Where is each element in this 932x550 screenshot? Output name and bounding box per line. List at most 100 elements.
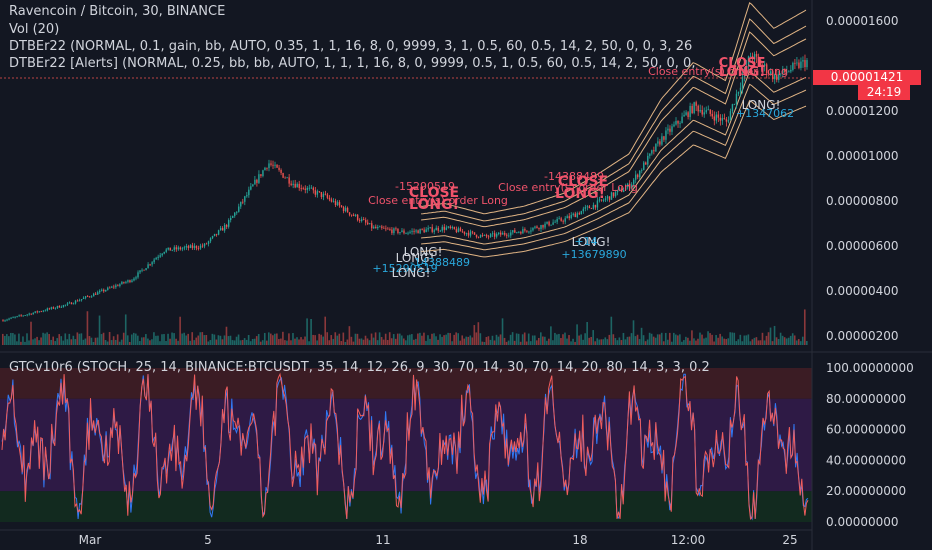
volume-bar <box>350 336 353 345</box>
candle-body <box>657 141 659 144</box>
candle-body <box>608 196 611 200</box>
time-tick-label: 25 <box>782 533 797 547</box>
volume-bar <box>132 332 135 345</box>
candle-body <box>252 184 254 187</box>
candle-body <box>423 229 425 233</box>
volume-bar <box>785 338 788 345</box>
candle-body <box>620 188 623 192</box>
indicator-legend-1[interactable]: DTBEr22 (NORMAL, 0.1, gain, bb, AUTO, 0.… <box>9 39 693 54</box>
candle-body <box>242 201 244 203</box>
volume-bar <box>251 338 254 345</box>
candle-body <box>30 313 32 315</box>
volume-bar <box>453 334 455 345</box>
candle-body <box>193 245 196 248</box>
candle-body <box>369 223 371 225</box>
candle-body <box>606 196 609 199</box>
volume-bar <box>386 340 389 345</box>
volume-bar <box>94 337 97 345</box>
candle-body <box>548 221 550 226</box>
candle-body <box>48 308 51 310</box>
candle-body <box>715 114 718 121</box>
candle-body <box>379 226 381 228</box>
volume-bar <box>697 338 699 345</box>
candle-body <box>20 315 22 317</box>
volume-bar <box>564 332 566 345</box>
candle-body <box>4 320 6 322</box>
volume-bar <box>356 333 359 345</box>
volume-bar <box>128 341 131 345</box>
price-tick-label: 0.00001000 <box>826 149 899 163</box>
price-tick-label: 0.00000800 <box>826 194 899 208</box>
volume-bar <box>670 341 673 345</box>
volume-bar <box>499 334 502 345</box>
volume-bar <box>459 340 462 345</box>
volume-bar <box>411 334 413 345</box>
volume-bar <box>147 338 149 345</box>
candle-body <box>362 219 365 220</box>
candle-body <box>377 226 379 229</box>
volume-bar <box>66 339 69 345</box>
volume-bar <box>8 336 10 345</box>
volume-bar <box>652 336 655 345</box>
axes: 0.00001600 0.00001200 0.00001000 0.00000800… <box>79 14 914 547</box>
candle-body <box>554 221 556 223</box>
volume-bar <box>709 333 711 345</box>
volume-bar <box>346 339 349 345</box>
candle-body <box>60 307 63 308</box>
volume-bar <box>731 332 734 345</box>
indicator-legend-2[interactable]: DTBEr22 [Alerts] (NORMAL, 0.25, bb, bb, … <box>9 56 696 71</box>
candle-body <box>691 105 693 114</box>
candle-body <box>707 109 709 111</box>
candle-body <box>16 316 18 317</box>
volume-bar <box>630 333 633 345</box>
volume-bar <box>695 340 697 345</box>
candle-body <box>401 230 403 233</box>
candle-body <box>268 163 270 169</box>
volume-bar <box>336 335 339 345</box>
signal-label-long: LONG! <box>742 98 781 112</box>
candle-body <box>739 87 742 92</box>
candle-body <box>502 233 504 235</box>
candle-body <box>679 123 681 124</box>
candle-body <box>86 296 89 298</box>
candle-body <box>622 190 625 192</box>
volume-bar <box>169 338 171 345</box>
volume-bar <box>729 332 732 345</box>
candle-body <box>28 313 30 315</box>
candle-body <box>435 227 437 231</box>
candle-body <box>306 187 308 190</box>
candle-body <box>84 296 87 298</box>
volume-bar <box>805 341 808 345</box>
volume-bar <box>14 334 16 345</box>
candle-body <box>671 126 673 132</box>
candle-body <box>238 206 240 212</box>
volume-bar <box>505 341 508 345</box>
candle-body <box>367 222 369 225</box>
volume-bar <box>64 333 67 345</box>
candle-body <box>356 214 359 221</box>
oscillator-legend[interactable]: GTCv10r6 (STOCH, 25, 14, BINANCE:BTCUSDT… <box>9 360 710 375</box>
volume-bar <box>421 335 423 345</box>
volume-bar <box>225 326 228 345</box>
candle-body <box>312 187 315 191</box>
candle-body <box>481 235 484 236</box>
candle-body <box>784 68 786 73</box>
volume-bar <box>481 341 484 345</box>
volume-bar <box>229 335 232 345</box>
candle-body <box>342 207 345 212</box>
candle-body <box>725 119 728 122</box>
volume-bar <box>344 341 347 345</box>
candle-body <box>375 226 377 229</box>
volume-bar <box>90 337 93 345</box>
volume-bar <box>570 341 572 345</box>
osc-zone <box>0 491 812 522</box>
candle-body <box>641 169 643 171</box>
candle-body <box>677 120 679 124</box>
volume-bar <box>654 337 657 345</box>
candle-body <box>187 246 190 248</box>
volume-bar <box>763 340 766 345</box>
volume-bar <box>280 338 282 345</box>
volume-bar <box>578 335 580 345</box>
candle-body <box>475 234 478 238</box>
